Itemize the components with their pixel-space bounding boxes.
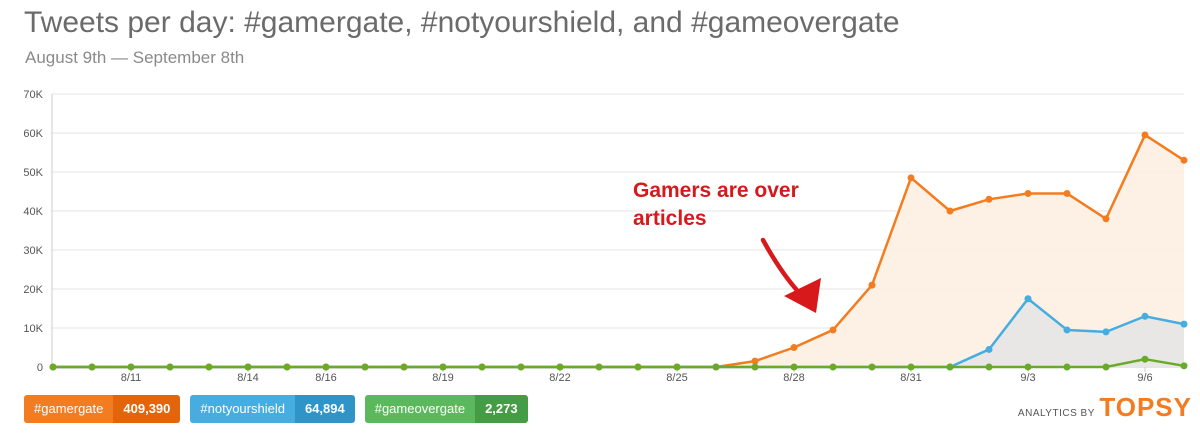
data-point bbox=[1180, 320, 1188, 328]
x-tick-label: 8/14 bbox=[237, 372, 258, 384]
chart-title: Tweets per day: #gamergate, #notyourshie… bbox=[24, 6, 900, 39]
brand-prefix: ANALYTICS BY bbox=[1017, 408, 1095, 419]
data-point bbox=[595, 363, 603, 371]
legend-count: 409,390 bbox=[113, 395, 181, 423]
data-point bbox=[478, 363, 486, 371]
x-tick-label: 8/16 bbox=[315, 372, 336, 384]
data-point bbox=[49, 363, 57, 371]
x-tick-label: 8/28 bbox=[783, 372, 804, 384]
data-point bbox=[1063, 363, 1071, 371]
data-point bbox=[205, 363, 213, 371]
data-point bbox=[1141, 355, 1149, 363]
data-point bbox=[829, 326, 837, 334]
y-tick-label: 0 bbox=[37, 362, 43, 374]
legend-label: #gamergate bbox=[24, 395, 114, 423]
legend-label: #gameovergate bbox=[364, 395, 476, 423]
legend: #gamergate 409,390 #notyourshield 64,894… bbox=[24, 395, 528, 423]
data-point bbox=[985, 195, 993, 203]
data-point bbox=[946, 207, 954, 215]
data-point bbox=[634, 363, 642, 371]
x-tick-label: 9/3 bbox=[1020, 372, 1035, 384]
data-point bbox=[985, 363, 993, 371]
data-point bbox=[1024, 295, 1032, 303]
data-point bbox=[1102, 215, 1110, 223]
chart-subtitle: August 9th — September 8th bbox=[25, 48, 245, 67]
data-point bbox=[322, 363, 330, 371]
data-point bbox=[1024, 363, 1032, 371]
chart-area: 0 10K 20K 30K 40K 50K 60K 70K 8/11 8/14 8/16 8/19 8/… bbox=[23, 89, 1188, 384]
y-tick-label: 70K bbox=[23, 89, 43, 101]
brand-name: TOPSY bbox=[1099, 392, 1192, 422]
x-tick-label: 8/25 bbox=[666, 372, 687, 384]
data-point bbox=[751, 357, 759, 365]
annotation-arrow-head bbox=[784, 278, 821, 313]
brand-logo: ANALYTICS BY TOPSY bbox=[1018, 392, 1192, 423]
y-tick-label: 30K bbox=[23, 245, 43, 257]
data-point bbox=[712, 363, 720, 371]
data-point bbox=[907, 363, 915, 371]
series-area-0 bbox=[53, 134, 1184, 367]
y-tick-label: 60K bbox=[23, 128, 43, 140]
data-point bbox=[673, 363, 681, 371]
y-tick-label: 10K bbox=[23, 323, 43, 335]
legend-item-gameovergate[interactable]: #gameovergate 2,273 bbox=[364, 395, 528, 423]
x-tick-label: 8/19 bbox=[432, 372, 453, 384]
data-point bbox=[517, 363, 525, 371]
data-point bbox=[1180, 362, 1188, 370]
y-tick-label: 40K bbox=[23, 206, 43, 218]
data-point bbox=[361, 363, 369, 371]
data-point bbox=[88, 363, 96, 371]
data-point bbox=[556, 363, 564, 371]
data-point bbox=[751, 363, 759, 371]
data-point bbox=[283, 363, 291, 371]
data-point bbox=[439, 363, 447, 371]
data-point bbox=[1141, 312, 1149, 320]
data-point bbox=[985, 345, 993, 353]
data-point bbox=[790, 363, 798, 371]
data-point bbox=[868, 281, 876, 289]
data-point bbox=[790, 344, 798, 351]
legend-count: 64,894 bbox=[294, 395, 355, 423]
data-point bbox=[907, 174, 915, 182]
x-tick-label: 8/31 bbox=[900, 372, 921, 384]
data-point bbox=[1102, 363, 1110, 371]
data-point bbox=[1102, 328, 1110, 336]
data-point bbox=[829, 363, 837, 371]
legend-item-gamergate[interactable]: #gamergate 409,390 bbox=[24, 395, 181, 423]
data-point bbox=[1063, 326, 1071, 334]
data-point bbox=[400, 363, 408, 371]
y-tick-label: 20K bbox=[23, 284, 43, 296]
legend-item-notyourshield[interactable]: #notyourshield 64,894 bbox=[190, 395, 355, 423]
data-point bbox=[166, 363, 174, 371]
data-point bbox=[868, 363, 876, 371]
legend-count: 2,273 bbox=[475, 395, 528, 423]
x-tick-label: 8/22 bbox=[549, 372, 570, 384]
series-area-1 bbox=[53, 298, 1184, 367]
data-point bbox=[1180, 156, 1188, 164]
x-tick-label: 9/6 bbox=[1137, 372, 1152, 384]
data-point bbox=[127, 363, 135, 371]
y-tick-label: 50K bbox=[23, 167, 43, 179]
annotation-line-2: articles bbox=[633, 207, 707, 230]
data-point bbox=[1024, 189, 1032, 197]
annotation-line-1: Gamers are over bbox=[633, 179, 799, 202]
series-line-2 bbox=[53, 357, 1185, 369]
data-point bbox=[1141, 131, 1149, 139]
legend-label: #notyourshield bbox=[190, 395, 295, 423]
data-point bbox=[1063, 189, 1071, 197]
x-tick-label: 8/11 bbox=[121, 372, 142, 384]
data-point bbox=[946, 363, 954, 371]
data-point bbox=[244, 363, 252, 371]
